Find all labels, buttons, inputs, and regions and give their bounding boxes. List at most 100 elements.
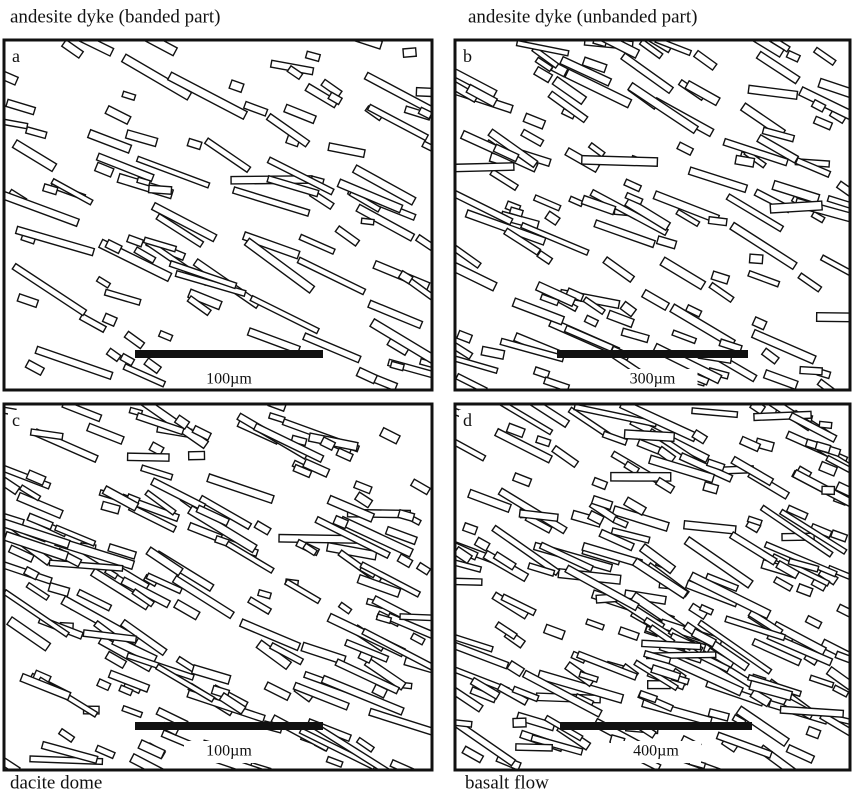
crystal	[25, 469, 47, 487]
crystal	[359, 561, 422, 598]
crystal	[125, 234, 145, 248]
crystal	[817, 77, 850, 101]
crystal	[319, 436, 337, 452]
crystal	[749, 688, 773, 708]
crystal	[587, 141, 606, 158]
crystal	[455, 434, 487, 462]
crystal	[186, 137, 203, 151]
crystal	[414, 233, 432, 254]
crystal	[157, 329, 174, 342]
crystal	[826, 194, 850, 211]
crystal	[119, 618, 168, 657]
crystal	[300, 641, 347, 666]
crystal	[29, 428, 64, 441]
crystal	[415, 86, 432, 98]
scale-label-bg	[607, 369, 698, 390]
panel-letter: b	[463, 46, 472, 66]
crystal	[104, 238, 123, 255]
crystal	[282, 103, 318, 125]
crystal	[466, 488, 513, 514]
crystal	[623, 429, 676, 443]
crystal	[367, 299, 424, 330]
crystal	[518, 509, 559, 523]
crystal	[455, 628, 494, 653]
crystal	[519, 221, 590, 257]
crystal	[738, 435, 762, 453]
crystal	[465, 83, 499, 108]
crystal	[591, 476, 609, 491]
crystal	[464, 209, 547, 246]
crystal	[515, 40, 570, 57]
crystal	[708, 281, 735, 304]
crystal	[249, 294, 321, 335]
crystal	[461, 745, 485, 764]
crystal	[589, 188, 670, 237]
panel-caption: andesite dyke (banded part)	[10, 6, 221, 27]
crystal	[4, 516, 71, 550]
crystal	[363, 71, 432, 119]
crystal	[821, 485, 836, 496]
crystal	[361, 627, 432, 673]
crystal	[34, 345, 114, 381]
scale-label: 100µm	[206, 371, 252, 388]
crystal	[746, 515, 763, 527]
crystal	[500, 593, 537, 617]
crystal	[542, 376, 571, 390]
crystal	[123, 330, 146, 350]
crystal	[593, 219, 657, 249]
crystal	[683, 535, 754, 589]
crystal	[172, 598, 201, 621]
crystal	[360, 217, 375, 226]
crystal	[89, 567, 152, 611]
crystal	[522, 112, 547, 130]
crystal	[76, 588, 113, 612]
crystal	[24, 359, 46, 377]
crystal	[810, 98, 827, 113]
crystal	[14, 225, 96, 257]
crystal	[4, 530, 70, 562]
crystal	[751, 637, 803, 667]
crystal	[643, 649, 672, 665]
crystal	[617, 626, 641, 642]
crystal	[283, 578, 322, 605]
crystal	[325, 755, 344, 769]
panel-caption: dacite dome	[10, 772, 102, 793]
crystal	[539, 293, 560, 307]
crystal	[704, 572, 740, 593]
crystal	[707, 707, 731, 722]
crystal	[122, 363, 167, 388]
crystal	[53, 524, 97, 547]
letter-bg	[8, 46, 26, 68]
crystal	[455, 372, 488, 390]
crystal	[154, 663, 216, 703]
crystal	[785, 504, 809, 521]
crystal	[787, 557, 820, 573]
crystal	[771, 179, 821, 205]
crystal	[101, 485, 140, 512]
crystal	[246, 327, 302, 355]
crystal	[489, 168, 520, 192]
crystal	[252, 422, 325, 464]
crystal	[829, 529, 849, 543]
crystal	[48, 559, 124, 572]
crystal	[327, 91, 344, 106]
scale-label-bg	[611, 741, 701, 763]
crystal	[292, 463, 313, 479]
crystal	[131, 588, 156, 608]
crystal	[641, 639, 702, 651]
crystal	[610, 471, 672, 482]
crystal	[724, 615, 787, 642]
crystal	[325, 541, 378, 561]
crystal	[343, 638, 390, 663]
crystal	[831, 684, 850, 698]
crystal	[144, 489, 177, 516]
letter-bg	[459, 46, 477, 68]
crystal	[198, 494, 253, 531]
crystal	[78, 312, 108, 334]
panel	[4, 404, 432, 770]
crystal	[710, 270, 731, 285]
crystal	[137, 40, 179, 57]
crystal	[480, 345, 506, 361]
crystal	[691, 428, 709, 445]
crystal	[499, 337, 565, 363]
